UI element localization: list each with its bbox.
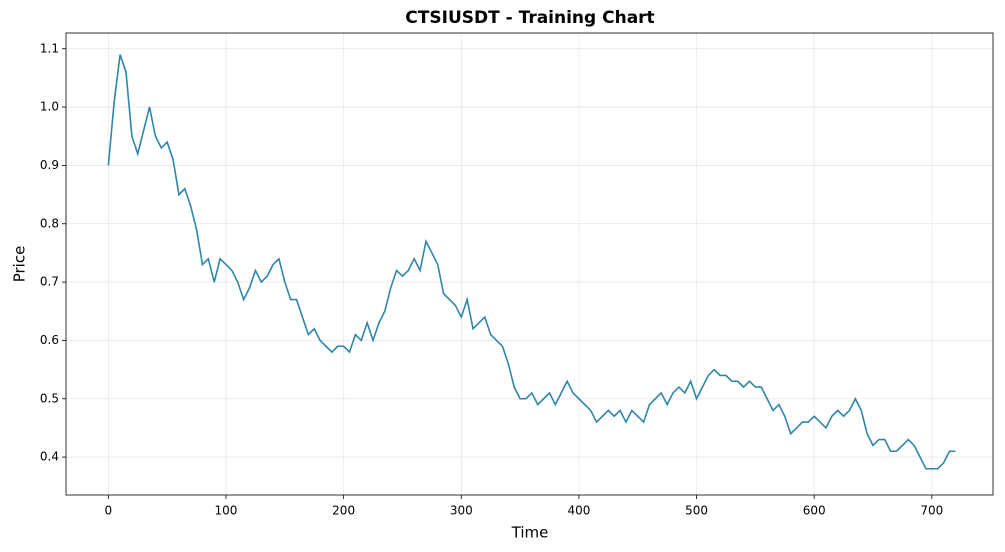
x-tick-label: 200 — [332, 504, 355, 518]
y-tick-label: 0.8 — [40, 216, 59, 230]
y-tick-label: 0.4 — [40, 450, 59, 464]
price-line — [107, 54, 956, 470]
y-tick-label: 0.7 — [40, 275, 59, 289]
x-tick-label: 700 — [920, 504, 943, 518]
y-tick-label: 1.1 — [40, 41, 59, 55]
chart-title: CTSIUSDT - Training Chart — [405, 8, 654, 28]
x-axis-label: Time — [511, 524, 549, 542]
y-tick-label: 1.0 — [40, 100, 59, 114]
y-tick-label: 0.5 — [40, 391, 59, 405]
y-tick-label: 0.6 — [40, 333, 59, 347]
x-tick-label: 500 — [685, 504, 708, 518]
x-tick-label: 100 — [215, 504, 238, 518]
x-tick-label: 0 — [105, 504, 113, 518]
x-tick-label: 300 — [450, 504, 473, 518]
plot-frame — [65, 32, 994, 496]
y-tick-label: 0.9 — [40, 158, 59, 172]
y-axis-label: Price — [11, 246, 29, 283]
x-tick-label: 600 — [803, 504, 826, 518]
x-tick-label: 400 — [567, 504, 590, 518]
